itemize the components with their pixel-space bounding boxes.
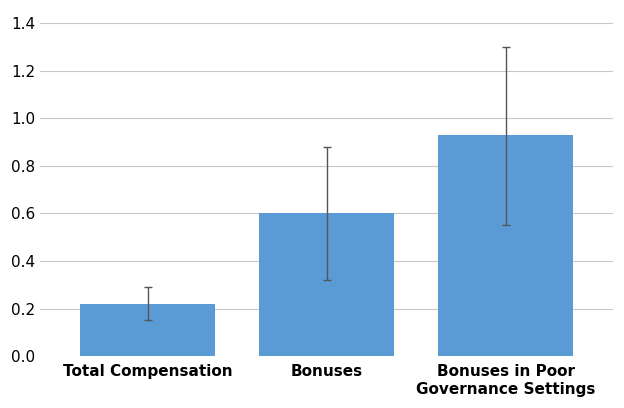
Bar <box>439 135 573 356</box>
Bar <box>80 304 215 356</box>
Bar <box>260 213 394 356</box>
